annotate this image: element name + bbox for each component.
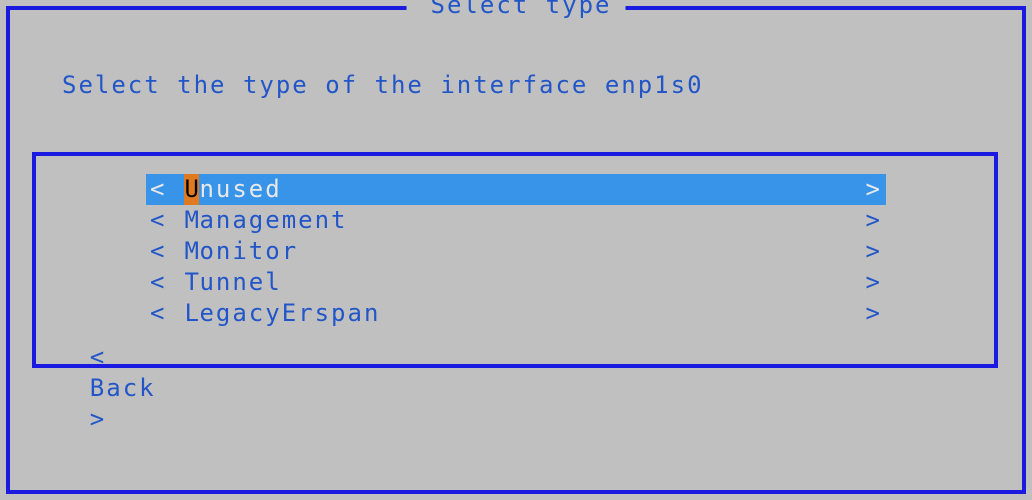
menu-list: < Unused>< Management>< Monitor>< Tunnel… [146,174,886,329]
menu-item-label: egacyErspan [199,298,864,329]
menu-frame: < Unused>< Management>< Monitor>< Tunnel… [32,152,998,368]
menu-item[interactable]: < LegacyErspan> [146,298,886,329]
menu-item-hotkey: M [184,236,199,267]
chevron-right-icon: > [864,205,886,236]
menu-item[interactable]: < Monitor> [146,236,886,267]
chevron-left-icon: < [146,267,168,298]
back-button-label: Back [90,374,156,402]
chevron-right-icon: > [864,298,886,329]
chevron-left-icon: < [146,236,168,267]
menu-item-label: nused [199,174,864,205]
chevron-left-icon: < [90,343,106,371]
chevron-right-icon: > [90,405,106,433]
dialog-title: Select type [407,0,626,21]
dialog-prompt-text: Select the type of the interface enp1s0 [62,70,704,101]
menu-item[interactable]: < Unused> [146,174,886,205]
back-button[interactable]: < Back > [24,311,156,466]
menu-item-hotkey: U [184,174,199,205]
menu-item-label: unnel [199,267,864,298]
menu-item[interactable]: < Tunnel> [146,267,886,298]
chevron-left-icon: < [146,205,168,236]
menu-item-label: onitor [199,236,864,267]
chevron-right-icon: > [864,236,886,267]
menu-item-hotkey: T [184,267,199,298]
menu-item-label: anagement [199,205,864,236]
menu-item-hotkey: M [184,205,199,236]
chevron-left-icon: < [146,174,168,205]
dialog-frame: Select type Select the type of the inter… [6,6,1026,494]
chevron-right-icon: > [864,267,886,298]
menu-item[interactable]: < Management> [146,205,886,236]
menu-item-hotkey: L [184,298,199,329]
chevron-right-icon: > [864,174,886,205]
